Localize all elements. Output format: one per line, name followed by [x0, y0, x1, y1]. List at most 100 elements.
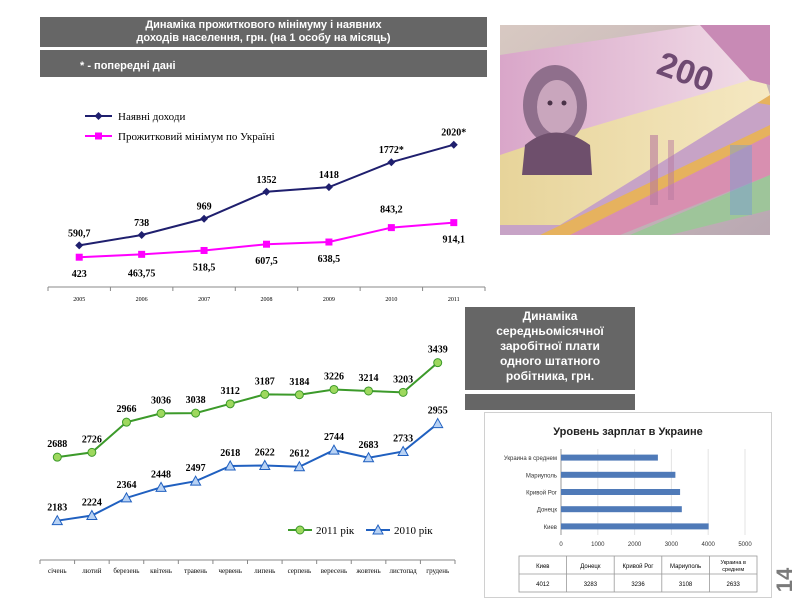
- wage-2011-label: 3226: [324, 371, 344, 382]
- wage-2011-point: [364, 386, 374, 396]
- legend-subsistence-marker: [95, 132, 102, 140]
- wage-2010-point: [431, 417, 444, 429]
- x-tick-label: 0: [559, 542, 563, 548]
- legend-income-marker: [94, 112, 103, 120]
- income-data-label: 1418: [319, 170, 339, 181]
- month-tick-label: червень: [218, 567, 241, 575]
- salary-table-value: 3108: [679, 582, 693, 588]
- legend-2011-marker: [295, 525, 305, 535]
- salary-table-value: 4012: [536, 582, 550, 588]
- wage-chart-title-banner: Динаміка середньомісячної заробітної пла…: [465, 307, 635, 390]
- wage-2011-point: [156, 408, 166, 418]
- wage-2010-point: [328, 444, 340, 455]
- series-line-2011: [57, 361, 439, 459]
- income-point: [449, 140, 458, 149]
- subsistence-point: [200, 246, 208, 254]
- x-tick-label: 2006: [136, 297, 148, 303]
- wage-title-line: Динаміка: [522, 309, 578, 323]
- income-data-label: 590,7: [68, 228, 91, 239]
- salary-table-header: Украина в: [721, 560, 746, 566]
- wage-2011-label: 2726: [82, 434, 102, 445]
- wage-2010-point: [120, 491, 133, 503]
- wage-title-line: заробітної плати: [500, 339, 600, 353]
- wage-2011-label: 2688: [47, 439, 67, 450]
- wage-2010-point: [189, 475, 202, 486]
- wage-2010-point: [224, 459, 237, 471]
- bar-category-label: Мариуполь: [526, 473, 557, 479]
- income-data-label: 738: [134, 218, 149, 229]
- subsistence-data-label: 518,5: [193, 262, 216, 273]
- income-point: [137, 231, 146, 240]
- wage-2011-label: 2966: [116, 404, 136, 415]
- subsistence-point: [75, 253, 83, 261]
- wage-title-line: робітника, грн.: [505, 369, 595, 383]
- wage-2011-point: [294, 390, 304, 400]
- wage-2011-point: [225, 399, 235, 409]
- salary-table-value: 3283: [584, 582, 598, 588]
- month-tick-label: квітень: [150, 567, 172, 575]
- income-data-label: 1352: [257, 175, 277, 186]
- monthly-wage-chart: січень лютий березень квітень травень червень…: [39, 345, 456, 575]
- wage-2011-label: 3038: [186, 395, 206, 406]
- wage-2010-label: 2224: [82, 498, 102, 509]
- wage-2010-point: [86, 509, 98, 521]
- income-chart: 2005 2006 2007 2008 2009 2010 2011 590,7 738 969 1…: [47, 111, 486, 303]
- portrait-icon: [522, 65, 592, 175]
- salary-table-value: 3236: [631, 582, 645, 588]
- month-tick-label: березень: [113, 567, 139, 575]
- x-tick-label: 2009: [323, 297, 335, 303]
- wage-2011-label: 3214: [359, 373, 379, 384]
- wage-2010-point: [51, 514, 64, 526]
- subsistence-point: [138, 250, 146, 258]
- wage-2010-label: 2183: [47, 503, 67, 514]
- salary-table-header: Мариуполь: [670, 564, 701, 570]
- salary-chart-title: Уровень зарплат в Украине: [553, 426, 703, 438]
- x-tick-label: 2005: [73, 297, 85, 303]
- wage-2010-label: 2955: [428, 406, 448, 417]
- wage-2010-label: 2622: [255, 447, 275, 458]
- x-tick-label: 2010: [385, 297, 397, 303]
- income-data-label: 2020*: [441, 128, 466, 139]
- wage-2010-label: 2733: [393, 433, 413, 444]
- wage-2011-point: [433, 358, 443, 368]
- subsistence-point: [387, 224, 395, 232]
- wage-2010-label: 2364: [116, 480, 136, 491]
- legend-income-label: Наявні доходи: [118, 111, 185, 123]
- subsistence-point: [263, 240, 270, 248]
- x-tick-label: 5000: [738, 542, 752, 548]
- income-point: [324, 183, 333, 192]
- wage-2010-label: 2497: [186, 463, 206, 474]
- preliminary-data-note: * - попередні дані: [40, 50, 487, 77]
- salary-bar: [561, 523, 709, 530]
- bar-category-label: Донецк: [537, 508, 558, 514]
- subsistence-data-label: 638,5: [318, 254, 341, 265]
- legend-2010-label: 2010 рік: [394, 525, 433, 537]
- month-tick-label: листопад: [390, 567, 418, 575]
- wage-title-line: середньомісячної: [496, 324, 604, 338]
- wage-2010-label: 2618: [220, 448, 240, 459]
- income-chart-legend: Наявні доходи Прожитковий мінімум по Укра…: [85, 111, 275, 143]
- subsistence-data-label: 463,75: [128, 268, 156, 279]
- x-tick-label: 2000: [628, 542, 642, 548]
- salary-bar: [561, 506, 682, 513]
- salary-table-header: Киев: [536, 564, 549, 570]
- bar-category-label: Кривой Рог: [526, 490, 558, 497]
- salary-table-header: Кривой Рог: [623, 563, 655, 570]
- wage-2011-point: [121, 417, 131, 427]
- x-tick-label: 4000: [702, 542, 716, 548]
- legend-2011-label: 2011 рік: [316, 525, 355, 537]
- subsistence-point: [325, 238, 333, 246]
- wage-2010-label: 2448: [151, 469, 171, 480]
- wage-2010-label: 2612: [289, 449, 309, 460]
- salary-table-header: Донецк: [580, 564, 601, 570]
- month-tick-label: липень: [254, 567, 275, 575]
- legend-2010-marker: [372, 523, 384, 535]
- wage-2011-label: 3187: [255, 376, 275, 387]
- x-tick-label: 1000: [591, 542, 605, 548]
- income-data-label: 969: [197, 202, 212, 213]
- income-point: [75, 241, 84, 250]
- wage-2010-point: [258, 459, 271, 470]
- banknote-serial-icon: [650, 135, 752, 215]
- salary-bar: [561, 454, 658, 461]
- subsistence-data-label: 607,5: [255, 256, 278, 267]
